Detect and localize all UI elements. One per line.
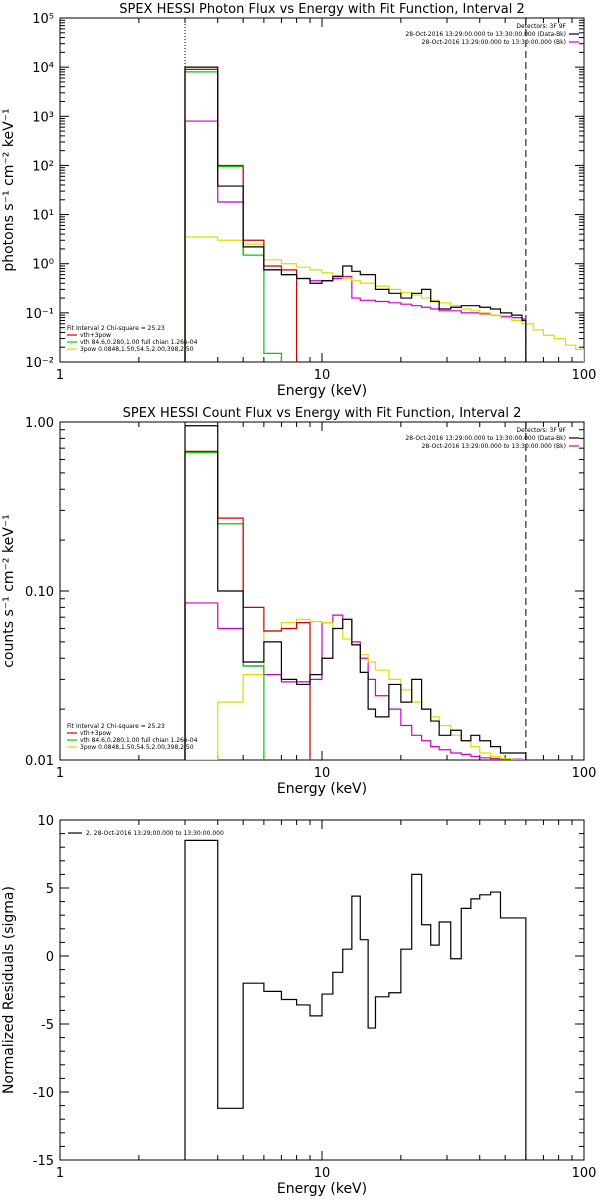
y-axis: 10⁻² 10⁻¹ 10⁰ 10¹ 10² 10³ 10⁴ 10⁵ (25, 12, 584, 371)
legend-entry: 28-Oct-2016 13:29:00.000 to 13:30:00.000… (422, 443, 566, 450)
series-step-line (184, 71, 283, 362)
x-axis-label: Energy (keV) (277, 383, 367, 399)
y-tick-label: 0 (46, 950, 54, 965)
y-tick-label: 0.01 (25, 754, 54, 769)
x-tick-label: 1 (56, 1166, 64, 1181)
panel-3: 1 10 100 Energy (keV) -15 -10 -5 0 5 10 Normalized… (1, 814, 596, 1197)
series-powerlaw (184, 236, 584, 362)
plot-frame (59, 17, 585, 363)
x-tick-label: 1 (56, 368, 64, 383)
y-axis: -15 -10 -5 0 5 10 (33, 814, 584, 1169)
chart-title: SPEX HESSI Count Flux vs Energy with Fit… (123, 406, 522, 421)
x-tick-label: 10 (314, 368, 331, 383)
series-step-line (184, 602, 527, 760)
x-tick-label: 1 (56, 766, 64, 781)
legend-entry: vth+3pow (80, 730, 111, 737)
plot-frame (59, 421, 585, 761)
legend-entry: Fit Interval 2 Chi-square = 25.23 (67, 325, 165, 332)
plot-frame (59, 819, 585, 1161)
legend-entry: Fit Interval 2 Chi-square = 25.23 (67, 723, 165, 730)
y-tick-label: 10 (37, 814, 54, 829)
y-tick-label: 10⁰ (32, 258, 54, 273)
legend-bottom-left: Fit Interval 2 Chi-square = 25.23vth+3po… (67, 723, 198, 751)
series-step-line (184, 425, 527, 760)
y-tick-label: 10⁻² (25, 356, 54, 371)
chart-title: SPEX HESSI Photon Flux vs Energy with Fi… (119, 2, 525, 17)
legend-entry: 28-Oct-2016 13:29:00.000 to 13:30:00.000… (422, 39, 566, 46)
legend-entry: vth 84.6,0.280,1.00 full chian 1.26e-04 (80, 737, 198, 744)
panel-1: SPEX HESSI Photon Flux vs Energy with Fi… (1, 2, 596, 399)
x-tick-label: 10 (314, 1166, 331, 1181)
y-tick-label: 10⁵ (32, 12, 54, 27)
series-step-line (184, 66, 527, 362)
y-tick-label: 10⁻¹ (25, 307, 54, 322)
y-tick-label: 0.10 (25, 585, 54, 600)
legend-top-left: 2, 28-Oct-2016 13:29:00.000 to 13:30:00.… (68, 830, 224, 837)
x-tick-label: 100 (572, 368, 597, 383)
panel-2: SPEX HESSI Count Flux vs Energy with Fit… (1, 406, 597, 797)
series-step-line (184, 450, 311, 760)
legend-entry: vth 84.6,0.280,1.00 full chian 1.26e-04 (80, 339, 198, 346)
series-data (184, 839, 527, 1160)
series-thermal (184, 451, 265, 760)
x-tick-label: 100 (572, 766, 597, 781)
series-step-line (184, 839, 527, 1160)
series-step-line (184, 236, 584, 362)
y-tick-label: 10³ (32, 110, 54, 125)
series-total (184, 450, 311, 760)
x-axis: 1 10 100 (56, 820, 597, 1181)
series-thermal (184, 71, 283, 362)
y-tick-label: -5 (41, 1018, 54, 1033)
series-step-line (184, 451, 265, 760)
y-tick-label: -10 (33, 1086, 54, 1101)
y-tick-label: 10⁴ (32, 61, 54, 76)
legend-entry: Detectors: 3F 9F (516, 23, 566, 30)
series-powerlaw (184, 618, 523, 760)
x-axis-label: Energy (keV) (277, 781, 367, 797)
legend-entry: 3pow 0.0848,1.50,54.5,2.00,398,2.50 (80, 346, 194, 353)
y-axis-label: photons s⁻¹ cm⁻² keV⁻¹ (1, 108, 17, 271)
series-background (184, 120, 527, 362)
x-tick-label: 10 (314, 766, 331, 781)
x-tick-label: 100 (572, 1166, 597, 1181)
y-axis-label: Normalized Residuals (sigma) (1, 886, 17, 1094)
y-tick-label: -15 (33, 1154, 54, 1169)
y-tick-label: 1.00 (25, 416, 54, 431)
legend-entry: Detectors: 3F 9F (516, 427, 566, 434)
series-total (184, 68, 298, 362)
legend-entry: 3pow 0.0848,1.50,54.5,2.00,398,2.50 (80, 744, 194, 751)
legend-entry: 28-Oct-2016 13:29:00.000 to 13:30:00.000… (405, 31, 566, 38)
series-data (184, 425, 527, 760)
y-axis-label: counts s⁻¹ cm⁻² keV⁻¹ (1, 514, 17, 668)
series-data (184, 66, 527, 362)
x-axis-label: Energy (keV) (277, 1181, 367, 1197)
legend-entry: vth+3pow (80, 332, 111, 339)
legend-entry: 28-Oct-2016 13:29:00.000 to 13:30:00.000… (405, 435, 566, 442)
series-step-line (184, 68, 298, 362)
series-step-line (184, 618, 523, 760)
y-tick-label: 5 (46, 882, 54, 897)
series-background (184, 602, 527, 760)
y-tick-label: 10¹ (32, 209, 54, 224)
y-tick-label: 10² (32, 159, 54, 174)
legend-entry: 2, 28-Oct-2016 13:29:00.000 to 13:30:00.… (86, 830, 224, 837)
legend-bottom-left: Fit Interval 2 Chi-square = 25.23vth+3po… (67, 325, 198, 353)
y-axis: 0.01 0.10 1.00 (25, 416, 584, 769)
series-step-line (184, 120, 527, 362)
